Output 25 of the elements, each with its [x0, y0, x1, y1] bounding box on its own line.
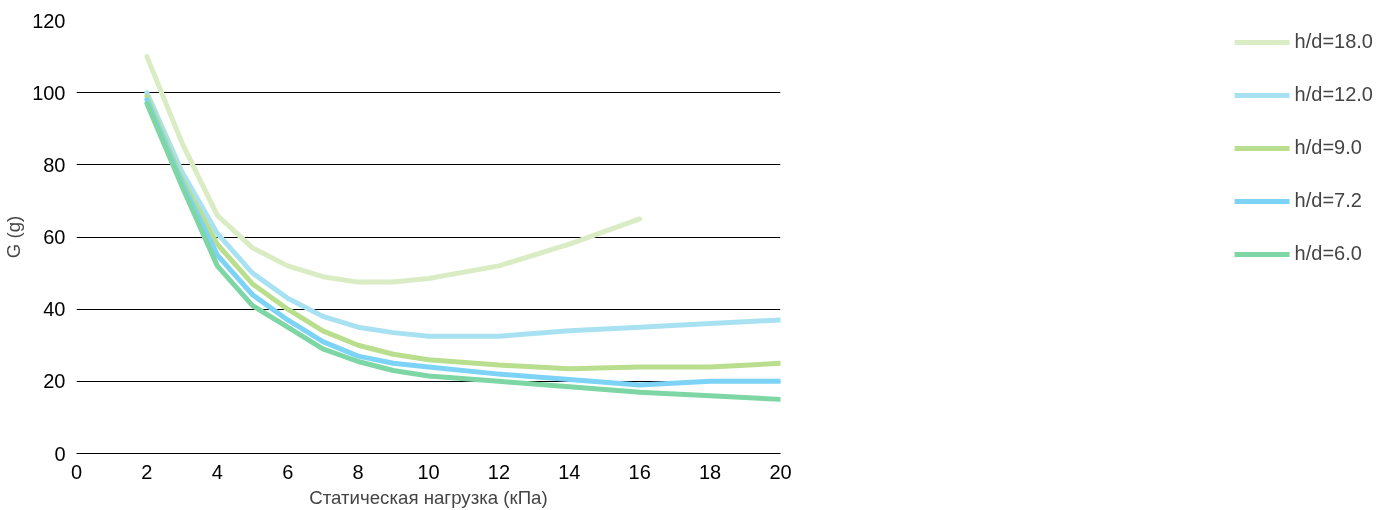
y-tick-label: 80	[43, 153, 66, 176]
legend-label: h/d=9.0	[1294, 136, 1362, 159]
y-tick-label: 100	[32, 81, 66, 104]
legend-label: h/d=18.0	[1294, 30, 1373, 53]
y-tick-label: 40	[43, 298, 66, 321]
x-tick-label: 2	[141, 460, 153, 483]
y-tick-label: 120	[32, 9, 66, 32]
y-tick-label: 60	[43, 226, 66, 248]
x-tick-label: 8	[352, 460, 364, 483]
legend-label: h/d=12.0	[1294, 83, 1373, 106]
y-tick-label: 20	[43, 370, 66, 393]
x-tick-label: 4	[211, 460, 223, 483]
x-tick-label: 18	[698, 460, 722, 483]
x-tick-label: 20	[769, 460, 792, 483]
x-tick-label: 0	[70, 460, 83, 483]
legend-label: h/d=7.2	[1294, 189, 1362, 212]
x-axis-title: Статическая нагрузка (кПа)	[309, 486, 548, 508]
x-tick-label: 14	[558, 460, 581, 483]
x-tick-label: 12	[487, 460, 511, 483]
y-tick-label: 0	[54, 442, 66, 465]
x-tick-label: 16	[628, 460, 651, 483]
x-tick-label: 6	[282, 460, 294, 483]
y-axis-title: G (g)	[3, 215, 25, 259]
legend-label: h/d=6.0	[1294, 242, 1362, 265]
x-tick-label: 10	[417, 460, 440, 483]
